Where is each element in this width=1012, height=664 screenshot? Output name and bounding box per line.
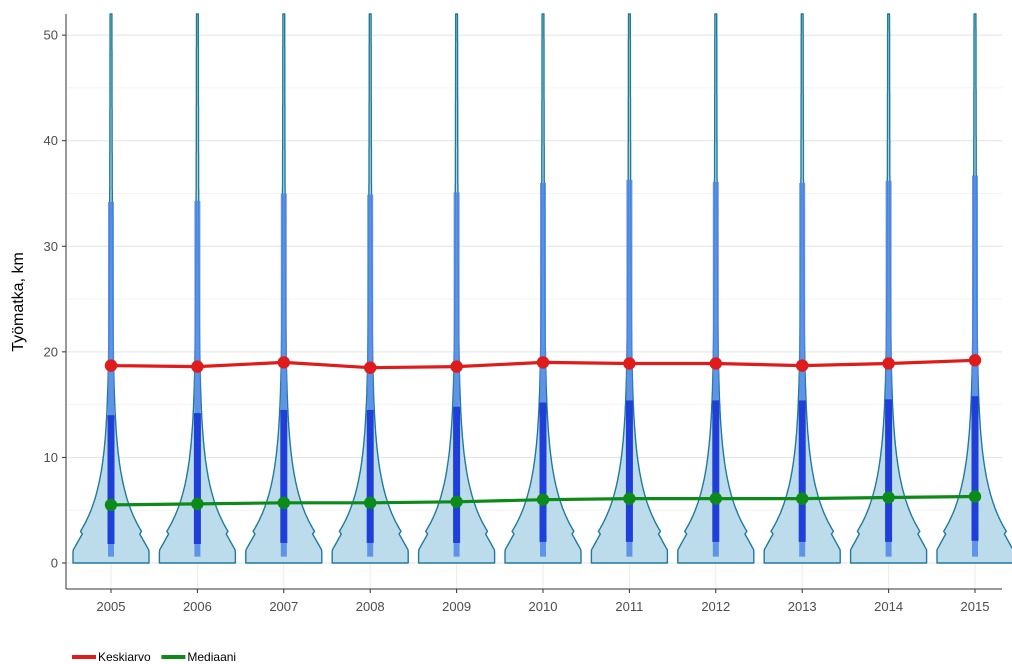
iqr-box-2008 bbox=[366, 409, 374, 543]
point-mediaani-2014 bbox=[882, 491, 895, 504]
y-axis-title: Työmatka, km bbox=[10, 252, 27, 352]
y-tick-label: 20 bbox=[44, 344, 58, 359]
whisker-2009 bbox=[453, 192, 460, 557]
point-keskiarvo-2006 bbox=[191, 360, 204, 373]
iqr-box-2013 bbox=[798, 400, 806, 542]
legend-label-mediaani: Mediaani bbox=[187, 650, 236, 664]
x-tick-label: 2005 bbox=[97, 599, 126, 614]
point-mediaani-2008 bbox=[364, 496, 377, 510]
whisker-2008 bbox=[367, 194, 374, 557]
x-tick-labels: 2005 2006 2007 2008 2009 2010 2011 2012 2013 2014… bbox=[97, 589, 990, 614]
y-tick-label: 40 bbox=[44, 133, 58, 148]
x-tick-label: 2012 bbox=[701, 599, 730, 614]
y-tick-label: 10 bbox=[44, 450, 58, 465]
point-keskiarvo-2008 bbox=[364, 361, 377, 374]
point-mediaani-2006 bbox=[191, 497, 204, 511]
iqr-box-2012 bbox=[712, 400, 720, 542]
point-keskiarvo-2007 bbox=[277, 356, 290, 369]
x-tick-label: 2010 bbox=[529, 599, 558, 614]
point-mediaani-2012 bbox=[709, 492, 722, 505]
x-tick-label: 2013 bbox=[788, 599, 817, 614]
point-keskiarvo-2013 bbox=[796, 359, 809, 372]
y-tick-label: 0 bbox=[51, 556, 58, 571]
iqr-box-2006 bbox=[193, 413, 201, 544]
series-lines bbox=[104, 354, 982, 512]
x-tick-label: 2006 bbox=[183, 599, 212, 614]
y-tick-label: 30 bbox=[44, 239, 58, 254]
point-keskiarvo-2014 bbox=[882, 357, 895, 370]
point-mediaani-2015 bbox=[968, 490, 982, 503]
x-tick-label: 2011 bbox=[615, 599, 643, 614]
axes bbox=[65, 14, 1002, 590]
point-keskiarvo-2010 bbox=[536, 356, 550, 369]
y-tick-label: 50 bbox=[44, 28, 58, 43]
point-keskiarvo-2009 bbox=[450, 360, 463, 373]
point-keskiarvo-2012 bbox=[709, 357, 722, 370]
legend-label-keskiarvo: Keskiarvo bbox=[98, 650, 151, 664]
point-keskiarvo-2005 bbox=[104, 359, 118, 372]
x-tick-label: 2008 bbox=[356, 599, 385, 614]
point-mediaani-2010 bbox=[536, 493, 550, 506]
whisker-2005 bbox=[108, 201, 114, 557]
y-tick-labels: 0 10 20 30 40 50 bbox=[44, 28, 66, 571]
point-keskiarvo-2015 bbox=[968, 354, 982, 367]
point-mediaani-2005 bbox=[104, 498, 118, 512]
x-tick-label: 2015 bbox=[961, 599, 990, 614]
whisker-2007 bbox=[280, 193, 287, 557]
whisker-2010 bbox=[540, 182, 546, 557]
legend: Keskiarvo Mediaani bbox=[72, 650, 236, 664]
point-mediaani-2013 bbox=[796, 492, 809, 505]
iqr-box-2010 bbox=[539, 402, 547, 542]
iqr-box-2011 bbox=[625, 400, 633, 542]
point-mediaani-2011 bbox=[623, 492, 636, 505]
x-tick-label: 2009 bbox=[442, 599, 471, 614]
point-mediaani-2009 bbox=[450, 495, 463, 508]
iqr-box-2007 bbox=[280, 409, 288, 543]
iqr-box-2005 bbox=[107, 415, 115, 544]
iqr-box-2015 bbox=[971, 396, 979, 541]
x-tick-label: 2007 bbox=[269, 599, 298, 614]
whisker-2006 bbox=[194, 200, 201, 557]
iqr-box-2014 bbox=[885, 399, 893, 542]
x-tick-label: 2014 bbox=[874, 599, 903, 614]
iqr-box-2009 bbox=[453, 406, 461, 543]
point-keskiarvo-2011 bbox=[623, 357, 636, 370]
point-mediaani-2007 bbox=[277, 496, 290, 510]
violins bbox=[72, 13, 1012, 564]
